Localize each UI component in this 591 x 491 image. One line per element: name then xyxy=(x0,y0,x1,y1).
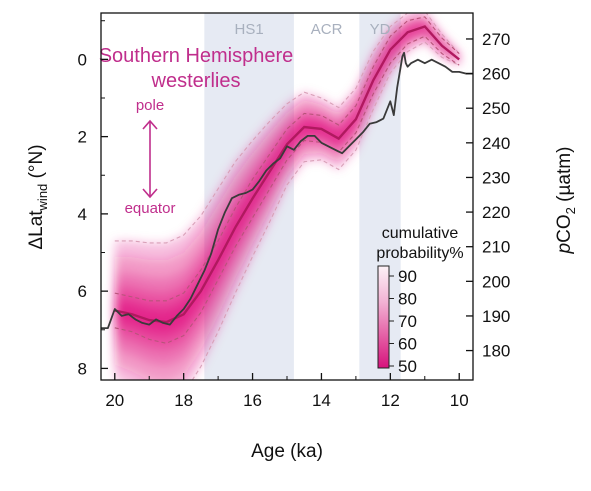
legend-tick-label: 50 xyxy=(398,357,417,376)
x-tick-label: 18 xyxy=(174,391,193,410)
legend-title-line1: cumulative xyxy=(382,225,459,242)
legend: cumulative probability% 90 80 70 60 50 xyxy=(376,225,463,376)
pco2-line xyxy=(101,51,473,330)
y-left-tick-label: 8 xyxy=(78,359,87,378)
x-tick-label: 16 xyxy=(243,391,262,410)
y-right-title-prefix: p xyxy=(554,243,575,255)
y-right-title-unit: (µatm) xyxy=(554,147,575,208)
y-right-tick-label: 220 xyxy=(482,203,510,222)
period-label-yd: YD xyxy=(370,21,391,38)
x-axis-title: Age (ka) xyxy=(251,441,323,462)
y-left-title-unit: (°N) xyxy=(26,144,47,183)
arrowhead-up-icon xyxy=(142,119,158,130)
x-tick-label: 20 xyxy=(105,391,124,410)
legend-tick-label: 90 xyxy=(398,267,417,286)
y-right-tick-label: 210 xyxy=(482,238,510,257)
x-tick-label: 12 xyxy=(381,391,400,410)
y-right-tick-label: 200 xyxy=(482,272,510,291)
x-tick-label: 10 xyxy=(450,391,469,410)
y-left-tick-label: 6 xyxy=(78,282,87,301)
axes: 20 18 16 14 12 10 0 2 4 6 8 180 190 200 210 220 230 240 25… xyxy=(78,20,510,410)
legend-ticks: 90 80 70 60 50 xyxy=(389,267,417,376)
y-right-axis-title: pCO2 (µatm) xyxy=(554,147,578,255)
y-left-title-main: ΔLat xyxy=(26,210,47,250)
legend-tick-label: 80 xyxy=(398,290,417,309)
probability-contour-2 xyxy=(114,41,460,380)
median-line xyxy=(114,25,460,324)
y-right-tick-label: 230 xyxy=(482,168,510,187)
y-right-title-main: CO xyxy=(554,214,575,243)
y-left-tick-label: 2 xyxy=(78,128,87,147)
legend-colorbar xyxy=(377,265,390,369)
period-labels: HS1 ACR YD xyxy=(235,21,391,38)
probability-contour-3 xyxy=(114,16,460,302)
y-left-tick-label: 4 xyxy=(78,205,87,224)
y-right-tick-label: 240 xyxy=(482,134,510,153)
x-tick-label: 14 xyxy=(312,391,331,410)
period-label-hs1: HS1 xyxy=(235,21,264,38)
chart-subtitle: westerlies xyxy=(151,70,241,92)
chart-title: Southern Hemisphere xyxy=(99,45,294,67)
y-right-tick-label: 190 xyxy=(482,307,510,326)
y-left-tick-label: 0 xyxy=(78,50,87,69)
y-right-tick-label: 250 xyxy=(482,99,510,118)
y-right-tick-label: 260 xyxy=(482,65,510,84)
y-left-title-sub: wind xyxy=(35,184,50,212)
probability-contour-1 xyxy=(114,13,460,244)
pole-label: pole xyxy=(136,97,164,114)
plot-area xyxy=(101,13,473,380)
legend-title-line2: probability% xyxy=(376,245,463,262)
y-right-tick-label: 270 xyxy=(482,30,510,49)
direction-indicator: pole equator xyxy=(125,97,176,217)
equator-label: equator xyxy=(125,200,176,217)
y-left-axis-title: ΔLatwind (°N) xyxy=(26,144,50,249)
series-lines xyxy=(101,25,473,330)
period-label-acr: ACR xyxy=(311,21,343,38)
probability-band-5 xyxy=(114,23,460,340)
legend-tick-label: 70 xyxy=(398,312,417,331)
y-right-title-sub: 2 xyxy=(563,207,578,214)
y-right-tick-label: 180 xyxy=(482,342,510,361)
legend-tick-label: 60 xyxy=(398,335,417,354)
arrowhead-down-icon xyxy=(142,188,158,199)
